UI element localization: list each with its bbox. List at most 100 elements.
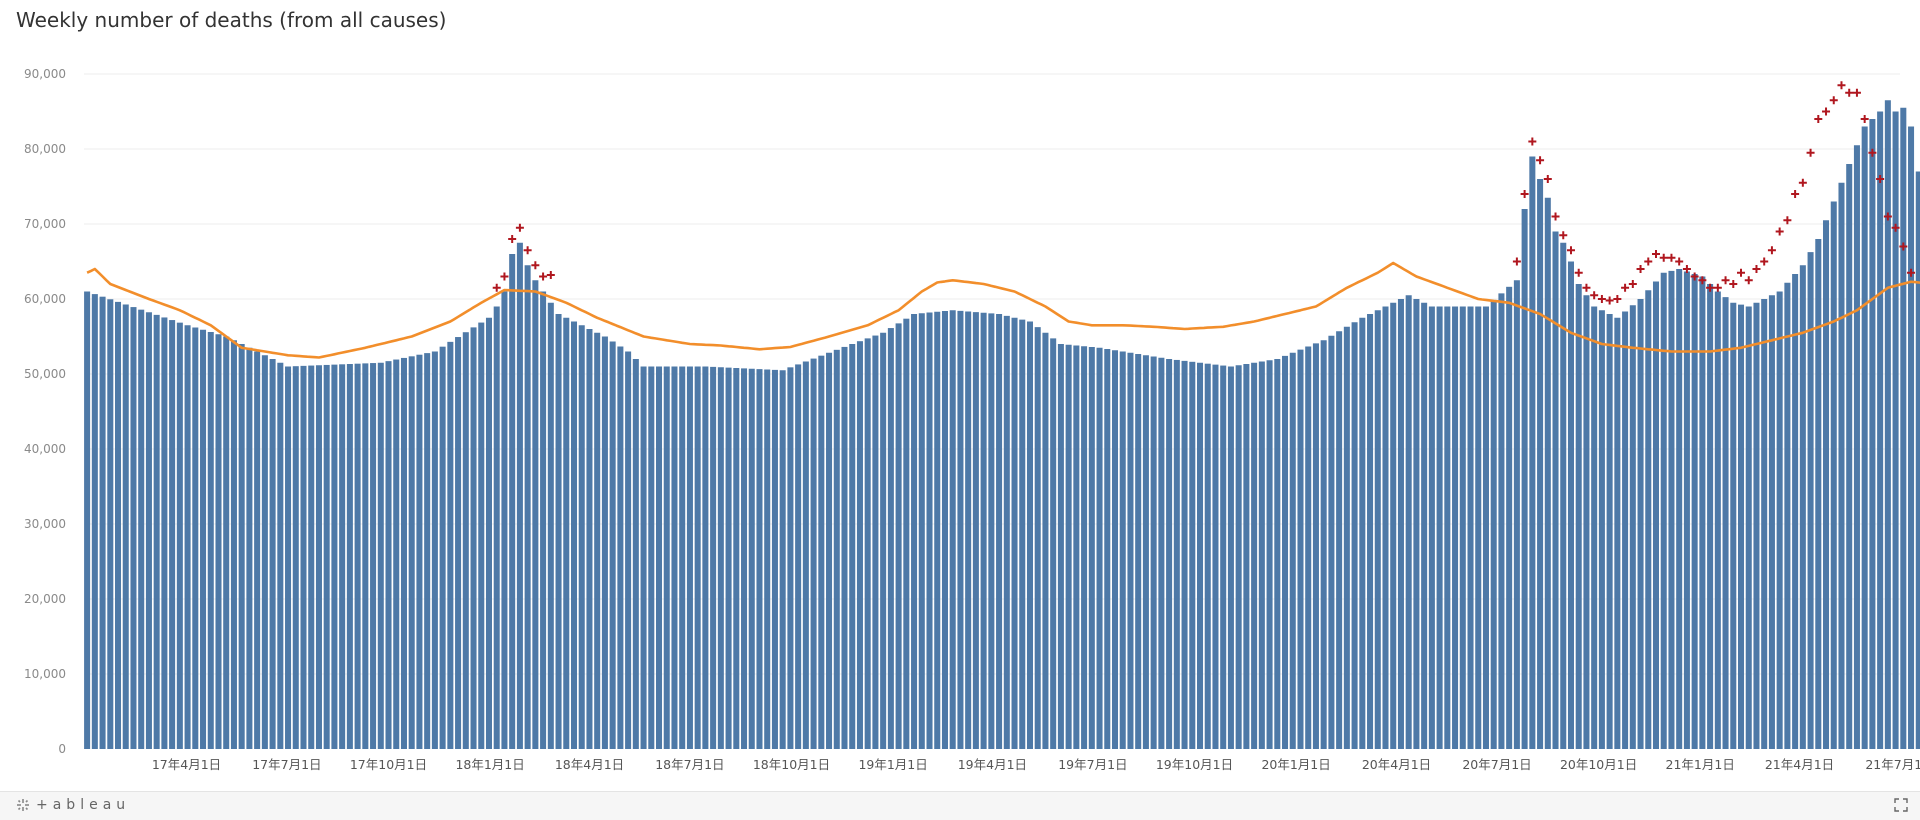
bar	[1351, 322, 1358, 749]
bar	[385, 361, 392, 749]
excess-marker	[1737, 268, 1746, 277]
bar	[1289, 352, 1296, 749]
tableau-brand[interactable]: +ableau	[16, 797, 130, 813]
excess-marker	[492, 283, 501, 292]
bar	[107, 299, 114, 749]
x-tick-label: 21年7月1日	[1865, 757, 1920, 772]
bar	[1359, 317, 1366, 749]
bar	[176, 322, 183, 749]
bar	[331, 364, 338, 750]
bars	[84, 100, 1920, 750]
bar	[802, 361, 809, 749]
excess-marker	[1613, 295, 1622, 303]
bar	[570, 321, 578, 749]
bar	[1707, 284, 1714, 749]
bar	[934, 311, 941, 749]
bar	[261, 355, 268, 749]
x-tick-label: 17年10月1日	[350, 757, 427, 772]
bar	[1081, 346, 1088, 749]
bar	[1622, 311, 1629, 749]
bar	[1065, 344, 1072, 749]
bar	[756, 369, 763, 749]
bar	[980, 312, 987, 749]
bar	[1266, 360, 1273, 749]
bar	[1459, 306, 1466, 749]
bar	[918, 313, 925, 749]
bar	[424, 353, 431, 749]
bar	[547, 302, 554, 749]
bar	[1428, 306, 1435, 749]
bar	[941, 311, 948, 749]
excess-marker	[1713, 283, 1722, 292]
excess-marker	[1876, 175, 1885, 183]
x-tick-label: 17年4月1日	[152, 757, 221, 772]
bar	[1096, 347, 1103, 749]
bar	[996, 314, 1003, 749]
excess-marker	[531, 261, 540, 270]
bar	[277, 362, 284, 749]
bar	[1598, 310, 1605, 749]
bar	[1297, 349, 1304, 750]
y-tick-label: 60,000	[24, 292, 66, 306]
bar	[895, 323, 902, 750]
bar	[1892, 111, 1899, 749]
bar	[926, 312, 933, 749]
bar	[625, 351, 632, 749]
bar	[1506, 286, 1513, 749]
bar	[1042, 332, 1049, 749]
bar	[493, 306, 500, 749]
bar	[1274, 359, 1281, 749]
bar	[887, 328, 894, 749]
bar	[679, 366, 686, 749]
bar	[1668, 270, 1675, 750]
bar	[1166, 359, 1173, 749]
excess-markers	[492, 81, 1916, 305]
bar	[1251, 362, 1258, 749]
bar	[1714, 291, 1721, 749]
excess-marker	[1783, 216, 1792, 225]
bar	[1745, 306, 1752, 749]
bar	[161, 317, 168, 749]
x-tick-label: 20年10月1日	[1560, 757, 1637, 772]
bar	[1482, 306, 1489, 749]
bar	[153, 314, 160, 749]
bar	[833, 349, 840, 749]
bar	[1019, 319, 1026, 750]
bar	[1884, 100, 1891, 749]
bar	[400, 357, 407, 749]
excess-marker	[1590, 291, 1599, 300]
bar	[632, 359, 639, 749]
x-tick-label: 18年10月1日	[753, 757, 830, 772]
bar	[795, 364, 802, 749]
excess-marker	[1883, 212, 1892, 221]
excess-marker	[1667, 253, 1676, 262]
bar	[972, 312, 979, 750]
bar	[609, 341, 616, 749]
bar	[1807, 252, 1814, 749]
bar	[246, 347, 253, 749]
bar	[292, 366, 299, 749]
bar	[1691, 274, 1698, 749]
bar	[1243, 364, 1250, 749]
bar	[138, 309, 145, 749]
bar	[1792, 274, 1799, 749]
excess-marker	[546, 271, 555, 279]
bar	[578, 325, 585, 749]
bar	[285, 366, 292, 749]
fullscreen-icon[interactable]	[1894, 798, 1908, 812]
bar	[648, 366, 655, 749]
excess-marker	[1690, 272, 1699, 281]
bar	[1444, 306, 1451, 749]
bar	[339, 364, 346, 749]
excess-marker	[1559, 231, 1568, 240]
bar	[826, 352, 833, 749]
bar	[1026, 321, 1033, 749]
bar	[1683, 271, 1690, 749]
excess-marker	[1767, 246, 1776, 255]
bar	[841, 346, 848, 749]
bar	[99, 296, 106, 749]
bar	[1382, 306, 1389, 749]
bar	[455, 337, 462, 749]
bar	[671, 366, 678, 749]
bar	[1815, 239, 1822, 749]
